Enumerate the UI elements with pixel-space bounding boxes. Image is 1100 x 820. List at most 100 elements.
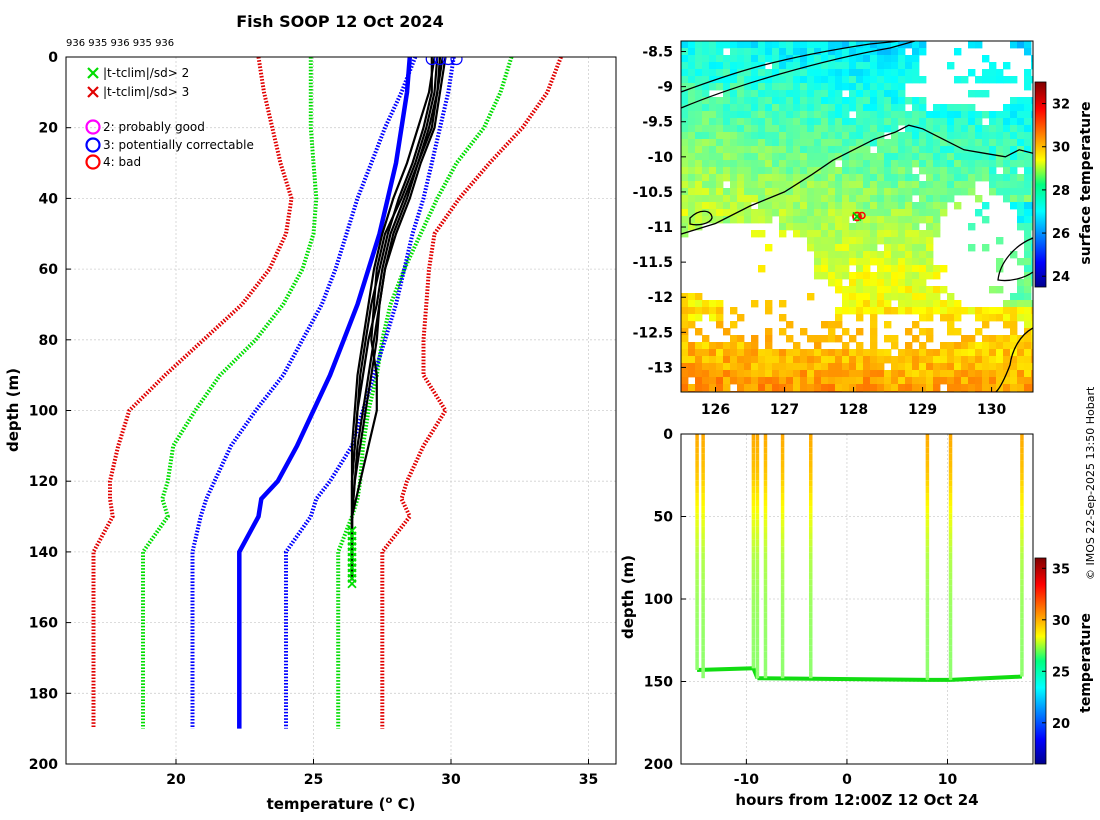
sst-cell bbox=[884, 188, 892, 196]
sst-cell bbox=[905, 62, 913, 70]
sst-cell bbox=[856, 279, 864, 287]
sst-cell bbox=[765, 377, 773, 385]
sst-cell bbox=[793, 132, 801, 140]
sst-cell bbox=[1010, 153, 1018, 161]
sst-cell bbox=[835, 377, 843, 385]
sst-cell bbox=[1010, 188, 1018, 196]
sst-cell bbox=[905, 258, 913, 266]
sst-cell bbox=[688, 97, 696, 105]
sst-cell bbox=[758, 209, 766, 217]
sst-cell bbox=[744, 377, 752, 385]
sst-cell bbox=[891, 111, 899, 119]
sst-cell bbox=[1024, 48, 1032, 56]
sst-cell bbox=[870, 48, 878, 56]
map-y-tick-label: -12.5 bbox=[633, 325, 673, 341]
sst-cell bbox=[982, 76, 990, 84]
sst-cell bbox=[919, 153, 927, 161]
sst-cell bbox=[821, 363, 829, 371]
sst-cell bbox=[898, 370, 906, 378]
sst-cell bbox=[933, 181, 941, 189]
sst-cell bbox=[709, 41, 717, 49]
sst-cell bbox=[828, 69, 836, 77]
sst-cell bbox=[919, 286, 927, 294]
sst-cell bbox=[702, 146, 710, 154]
sst-cell bbox=[828, 153, 836, 161]
sst-cell bbox=[814, 356, 822, 364]
sst-cell bbox=[821, 97, 829, 105]
sst-cell bbox=[702, 202, 710, 210]
sst-cell bbox=[695, 293, 703, 301]
sst-cell bbox=[926, 230, 934, 238]
sst-cell bbox=[772, 90, 780, 98]
sst-cell bbox=[681, 377, 689, 385]
sst-cell bbox=[1017, 188, 1025, 196]
sst-cell bbox=[1024, 244, 1032, 252]
sst-cell bbox=[849, 377, 857, 385]
sst-cell bbox=[1031, 321, 1033, 329]
sst-cell bbox=[758, 55, 766, 63]
sst-cell bbox=[926, 251, 934, 259]
sst-cell bbox=[842, 377, 850, 385]
sst-cell bbox=[744, 118, 752, 126]
sst-cell bbox=[723, 104, 731, 112]
sst-cell bbox=[926, 265, 934, 273]
sst-cell bbox=[905, 139, 913, 147]
sst-cell bbox=[814, 244, 822, 252]
sst-cell bbox=[940, 132, 948, 140]
sst-cell bbox=[989, 342, 997, 350]
sst-cell bbox=[716, 209, 724, 217]
sst-cell bbox=[751, 363, 759, 371]
sst-cell bbox=[996, 139, 1004, 147]
sst-cell bbox=[842, 160, 850, 168]
sst-cell bbox=[709, 48, 717, 56]
sst-cell bbox=[891, 286, 899, 294]
sst-cell bbox=[786, 335, 794, 343]
sst-cell bbox=[975, 342, 983, 350]
sst-cell bbox=[1024, 349, 1032, 357]
sst-cell bbox=[793, 188, 801, 196]
sst-cell bbox=[814, 363, 822, 371]
sst-cell bbox=[870, 258, 878, 266]
sst-cell bbox=[891, 188, 899, 196]
sst-cell bbox=[1003, 139, 1011, 147]
sst-cell bbox=[912, 265, 920, 273]
sst-cell bbox=[870, 293, 878, 301]
sst-cell bbox=[702, 188, 710, 196]
sst-cell bbox=[870, 104, 878, 112]
credit-text: © IMOS 22-Sep-2025 13:50 Hobart bbox=[1084, 386, 1097, 580]
sst-cell bbox=[842, 230, 850, 238]
sst-cell bbox=[814, 160, 822, 168]
sst-cell bbox=[898, 83, 906, 91]
sst-cell bbox=[912, 237, 920, 245]
sst-cell bbox=[737, 174, 745, 182]
temperature-colorbar-tick-label: 30 bbox=[1052, 614, 1070, 629]
sst-cell bbox=[891, 181, 899, 189]
xbt-profile-line bbox=[350, 57, 439, 581]
sst-cell bbox=[940, 118, 948, 126]
profile-gridlines bbox=[66, 57, 616, 764]
sst-cell bbox=[905, 251, 913, 259]
sst-cell bbox=[779, 118, 787, 126]
sst-cell bbox=[891, 370, 899, 378]
sst-cell bbox=[996, 146, 1004, 154]
sst-cell bbox=[1017, 181, 1025, 189]
sst-cell bbox=[849, 160, 857, 168]
sst-cell bbox=[884, 356, 892, 364]
sst-cell bbox=[905, 349, 913, 357]
sst-cell bbox=[723, 209, 731, 217]
sst-cell bbox=[842, 139, 850, 147]
sst-cell bbox=[982, 55, 990, 63]
sst-cell bbox=[1003, 349, 1011, 357]
sst-cell bbox=[786, 139, 794, 147]
sst-cell bbox=[688, 111, 696, 119]
sst-cell bbox=[779, 153, 787, 161]
sst-cell bbox=[975, 384, 983, 392]
sst-cell bbox=[786, 363, 794, 371]
sst-colorbar-tick-label: 30 bbox=[1052, 141, 1070, 156]
sst-cell bbox=[891, 342, 899, 350]
sst-cell bbox=[842, 300, 850, 308]
sst-cell bbox=[842, 258, 850, 266]
sst-cell bbox=[716, 111, 724, 119]
sst-cell bbox=[807, 384, 815, 392]
sst-cell bbox=[933, 160, 941, 168]
